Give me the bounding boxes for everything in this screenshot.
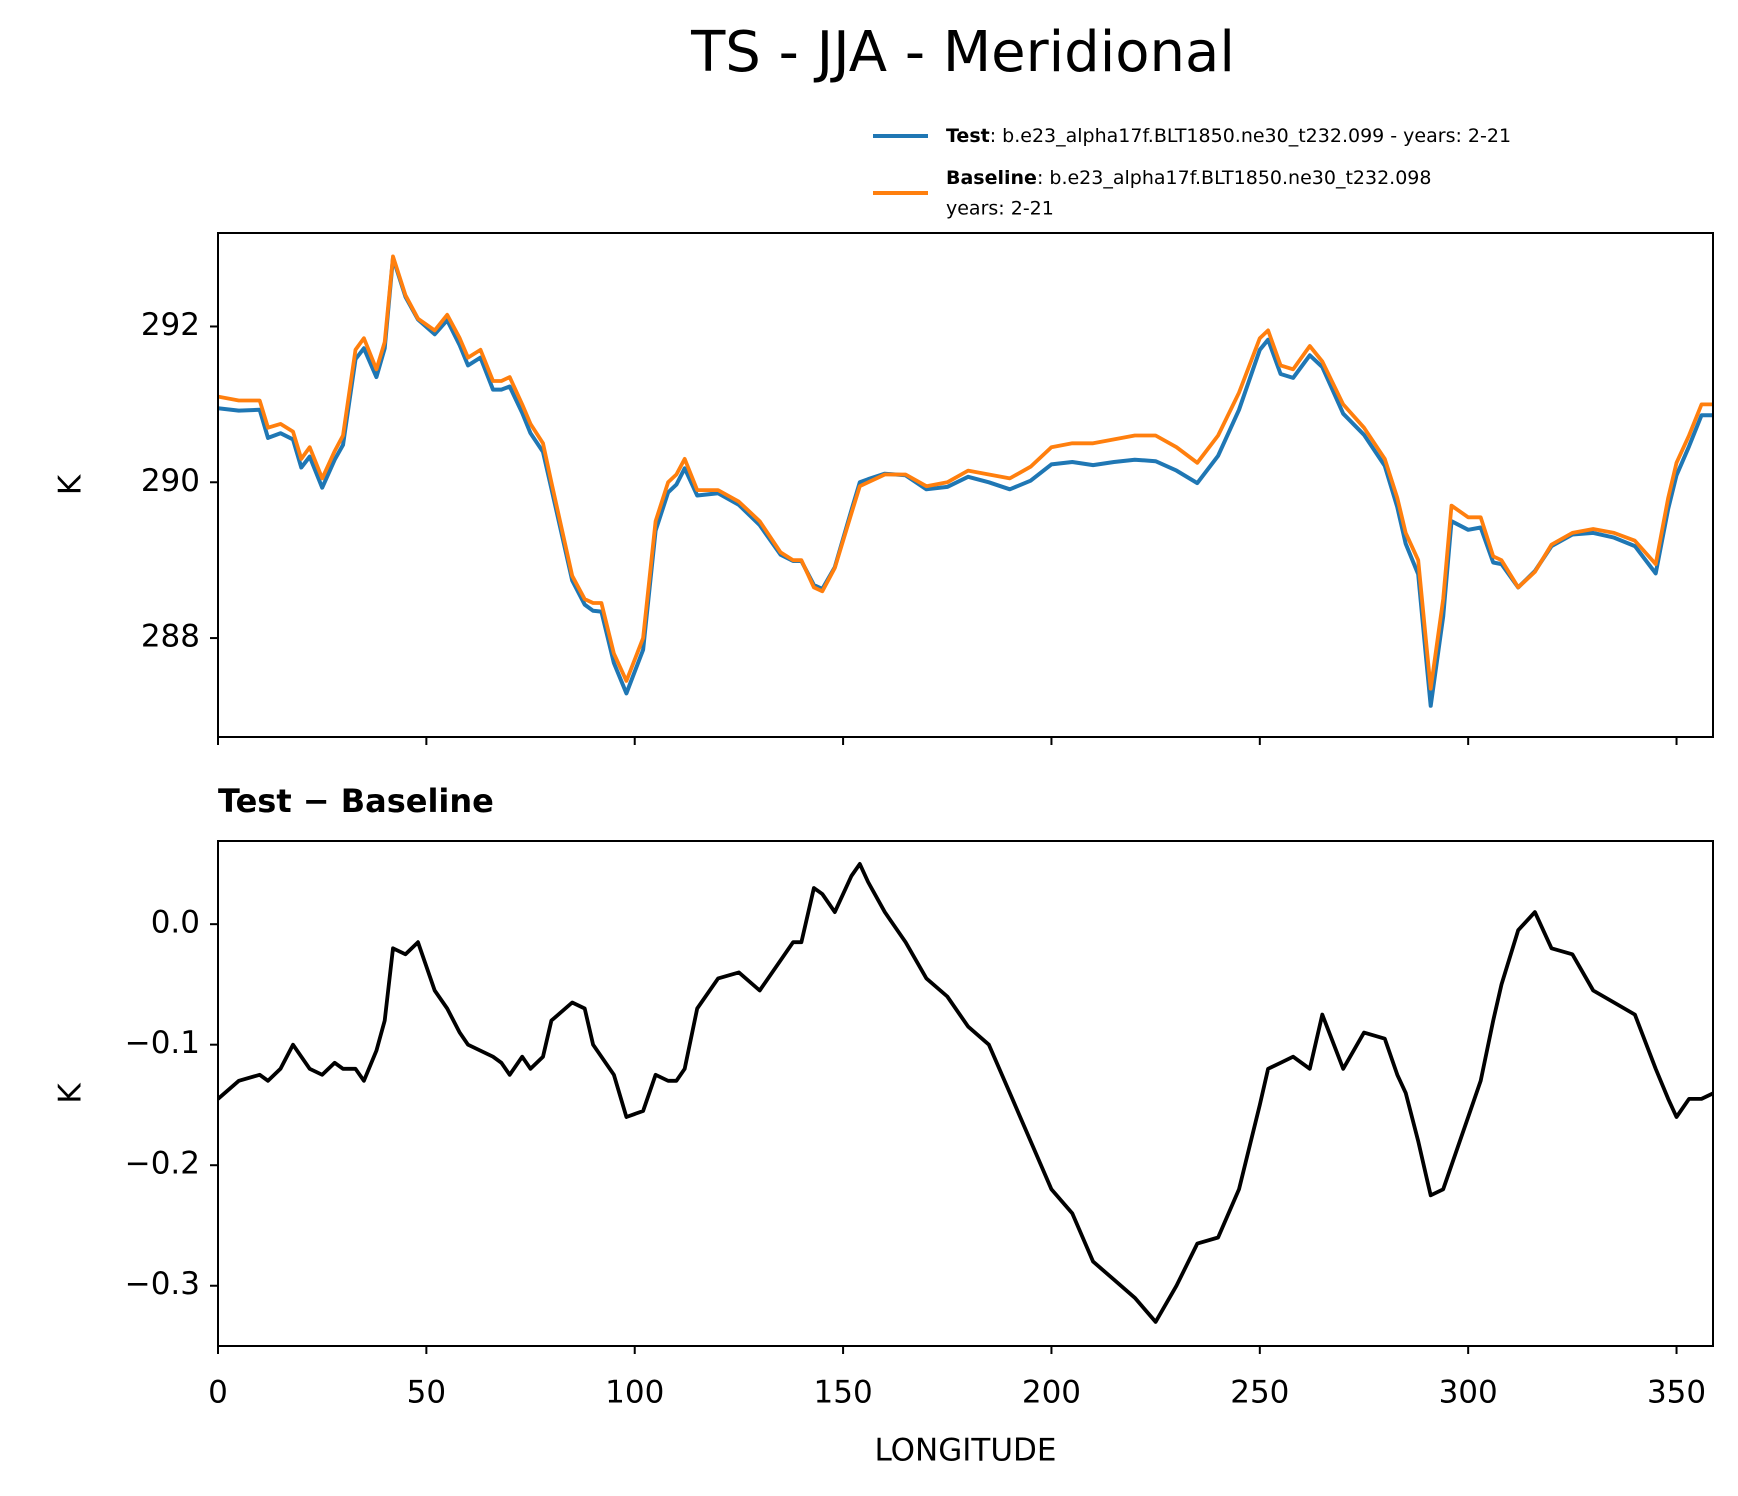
x-tick-label: 100 <box>605 1375 664 1411</box>
x-tick-label: 150 <box>814 1375 873 1411</box>
data-line <box>218 255 1713 708</box>
plot-area <box>218 862 1713 1324</box>
plot-area <box>218 254 1713 708</box>
x-tick-label: 0 <box>208 1375 228 1411</box>
y-tick-label: −0.1 <box>125 1025 200 1061</box>
x-tick-label: 200 <box>1022 1375 1081 1411</box>
legend-description: : b.e23_alpha17f.BLT1850.ne30_t232.099 -… <box>990 125 1511 147</box>
legend-description: years: 2-21 <box>946 198 1054 220</box>
axes-frame <box>217 232 1714 738</box>
axes-frame <box>217 840 1714 1347</box>
y-tick-label: −0.3 <box>125 1266 200 1302</box>
data-line <box>218 254 1713 691</box>
legend-description: : b.e23_alpha17f.BLT1850.ne30_t232.098 <box>1037 167 1432 189</box>
data-line <box>218 862 1713 1324</box>
y-tick-label: 0.0 <box>151 905 200 941</box>
legend-label: Test: b.e23_alpha17f.BLT1850.ne30_t232.0… <box>946 125 1511 147</box>
y-axis-label: K <box>53 474 89 495</box>
x-tick-label: 250 <box>1230 1375 1289 1411</box>
legend-label: Baseline: b.e23_alpha17f.BLT1850.ne30_t2… <box>946 167 1431 189</box>
figure-title: TS - JJA - Meridional <box>690 20 1235 85</box>
x-tick-label: 350 <box>1647 1375 1706 1411</box>
y-tick-label: 290 <box>141 463 200 499</box>
subplot-title: Test − Baseline <box>218 782 494 820</box>
y-tick-label: 288 <box>141 619 200 655</box>
y-tick-label: −0.2 <box>125 1146 200 1182</box>
legend-name: Baseline <box>946 167 1037 189</box>
y-tick-label: 292 <box>141 307 200 343</box>
x-tick-label: 50 <box>407 1375 446 1411</box>
y-axis-label: K <box>53 1083 89 1104</box>
legend-name: Test <box>946 125 990 147</box>
x-axis-label: LONGITUDE <box>874 1433 1056 1469</box>
x-tick-label: 300 <box>1439 1375 1498 1411</box>
